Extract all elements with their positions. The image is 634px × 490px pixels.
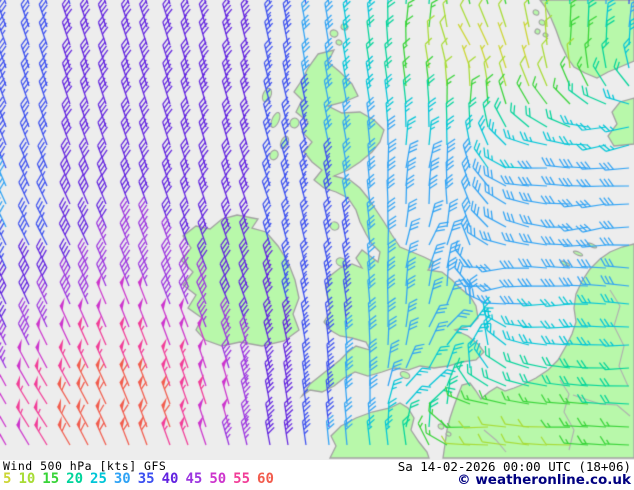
legend-value-55: 55 <box>233 471 251 487</box>
legend-value-15: 15 <box>42 471 60 487</box>
legend-value-20: 20 <box>66 471 84 487</box>
legend-value-35: 35 <box>137 471 155 487</box>
legend-value-25: 25 <box>90 471 107 487</box>
legend-value-5: 5 <box>3 471 12 487</box>
legend-value-60: 60 <box>257 471 274 487</box>
wind-speed-legend: 5 10 15 20 25 30 35 40 45 50 55 60 <box>3 471 274 488</box>
wind-map-canvas <box>0 0 634 460</box>
copyright-label: © weatheronline.co.uk <box>457 472 631 488</box>
map-title: Wind 500 hPa [kts] GFS <box>3 459 167 473</box>
legend-value-10: 10 <box>18 471 36 487</box>
legend-value-30: 30 <box>113 471 131 487</box>
forecast-timestamp: Sa 14-02-2026 00:00 UTC (18+06) <box>397 459 631 474</box>
bottom-bar: Wind 500 hPa [kts] GFS 5 10 15 20 25 30 35 40 45… <box>0 460 634 490</box>
legend-value-50: 50 <box>209 471 227 487</box>
legend-value-40: 40 <box>161 471 179 487</box>
legend-value-45: 45 <box>185 471 203 487</box>
